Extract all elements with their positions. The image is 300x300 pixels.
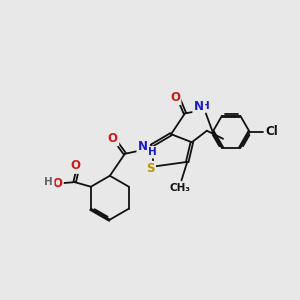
- Text: N: N: [138, 140, 148, 153]
- Text: H: H: [148, 147, 157, 157]
- Text: CH₃: CH₃: [170, 183, 191, 193]
- Text: S: S: [146, 162, 154, 175]
- Text: O: O: [170, 91, 180, 104]
- Text: O: O: [108, 132, 118, 145]
- Text: N: N: [194, 100, 204, 113]
- Text: O: O: [71, 159, 81, 172]
- Text: H: H: [201, 101, 210, 112]
- Text: O: O: [52, 177, 62, 190]
- Text: Cl: Cl: [265, 125, 278, 138]
- Text: H: H: [44, 177, 53, 187]
